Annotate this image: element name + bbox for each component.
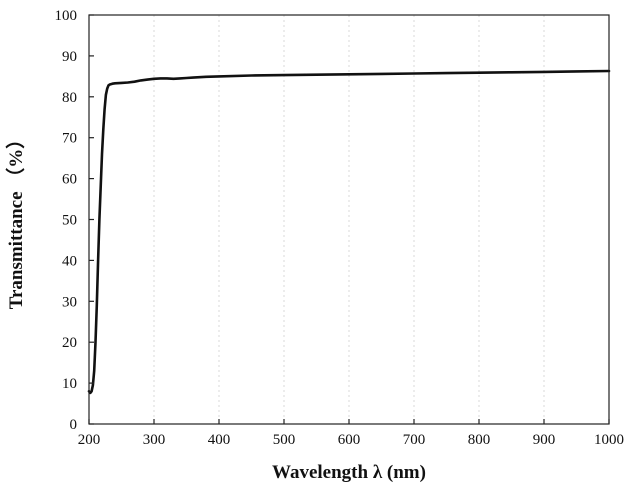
x-tick-label: 900 — [533, 432, 556, 448]
grid-lines — [153, 15, 545, 424]
transmittance-line — [87, 69, 611, 395]
y-tick-label: 100 — [55, 8, 78, 24]
y-tick-label: 20 — [62, 335, 77, 351]
x-axis-label: Wavelength λ (nm) — [272, 462, 426, 483]
y-tick-label: 10 — [62, 376, 77, 392]
x-tick-label: 700 — [403, 432, 426, 448]
y-tick-label: 0 — [70, 417, 78, 433]
x-tick-label: 500 — [273, 432, 296, 448]
tick-labels: 200 300 400 500 600 700 800 900 1000 0 10 20 30 40 50 6… — [55, 8, 625, 448]
axis-ticks — [88, 14, 610, 425]
x-tick-label: 400 — [208, 432, 231, 448]
y-axis-label: Transmittance （%） — [4, 130, 27, 310]
y-tick-label: 90 — [62, 49, 77, 65]
x-tick-label: 600 — [338, 432, 361, 448]
x-tick-label: 200 — [78, 432, 101, 448]
x-tick-label: 800 — [468, 432, 491, 448]
y-tick-label: 50 — [62, 213, 77, 229]
y-tick-label: 60 — [62, 172, 77, 188]
x-tick-label: 300 — [143, 432, 166, 448]
y-tick-label: 70 — [62, 131, 77, 147]
y-tick-label: 80 — [62, 90, 77, 106]
x-tick-label: 1000 — [594, 432, 624, 448]
y-tick-label: 40 — [62, 253, 77, 269]
y-tick-label: 30 — [62, 294, 77, 310]
